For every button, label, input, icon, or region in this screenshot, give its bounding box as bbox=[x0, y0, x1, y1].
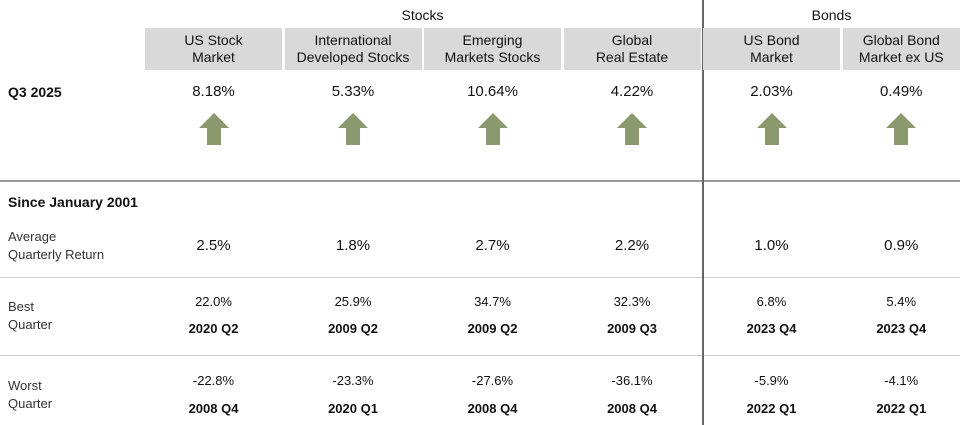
row-label: Quarterly Return bbox=[8, 247, 105, 262]
arrow-shape bbox=[198, 113, 229, 145]
column-header-line: US Bond bbox=[743, 32, 800, 48]
q3-value: 0.49% bbox=[879, 83, 923, 100]
column-header: International Developed Stocks bbox=[284, 28, 422, 70]
group-header: Stocks bbox=[401, 7, 444, 23]
up-arrow bbox=[756, 113, 787, 145]
group-header: Bonds bbox=[811, 7, 852, 23]
worst-period: 2008 Q4 bbox=[188, 401, 239, 416]
q3-value: 4.22% bbox=[610, 83, 654, 100]
q3-value: 10.64% bbox=[467, 83, 518, 100]
worst-value: -5.9% bbox=[754, 373, 789, 388]
worst-period: 2008 Q4 bbox=[607, 401, 657, 416]
group-divider bbox=[702, 0, 704, 425]
section-label: Since January 2001 bbox=[8, 194, 138, 210]
row-divider bbox=[0, 277, 960, 278]
best-period: 2023 Q4 bbox=[876, 321, 927, 336]
best-value: 6.8% bbox=[756, 294, 787, 309]
row-label: Q3 2025 bbox=[8, 84, 62, 100]
average-value: 2.7% bbox=[475, 237, 510, 254]
column-header: Emerging Markets Stocks bbox=[424, 28, 561, 70]
q3-value: 8.18% bbox=[192, 83, 235, 100]
column-header-line: Market ex US bbox=[858, 49, 944, 65]
arrow-shape bbox=[756, 113, 787, 145]
section-divider bbox=[0, 180, 960, 182]
column-header-line: Global Bond bbox=[862, 32, 940, 48]
row-label: Quarter bbox=[8, 396, 53, 411]
best-period: 2020 Q2 bbox=[188, 321, 239, 336]
column-header: US Stock Market bbox=[145, 28, 282, 70]
best-period: 2023 Q4 bbox=[746, 321, 797, 336]
row-label: Quarter bbox=[8, 317, 53, 332]
row-label: Average bbox=[8, 229, 57, 244]
average-value: 2.5% bbox=[196, 237, 231, 254]
column-header-line: Market bbox=[192, 49, 235, 65]
best-value: 32.3% bbox=[613, 294, 651, 309]
best-period: 2009 Q3 bbox=[607, 321, 657, 336]
row-divider bbox=[0, 355, 960, 356]
average-value: 2.2% bbox=[614, 237, 650, 254]
arrow-shape bbox=[477, 113, 508, 145]
column-header-line: Real Estate bbox=[595, 49, 669, 65]
up-arrow bbox=[886, 113, 917, 145]
best-period: 2009 Q2 bbox=[328, 321, 378, 336]
column-header-line: Global bbox=[611, 32, 653, 48]
up-arrow bbox=[198, 113, 229, 145]
best-value: 25.9% bbox=[334, 294, 372, 309]
column-header-line: Markets Stocks bbox=[444, 49, 541, 65]
worst-period: 2022 Q1 bbox=[746, 401, 797, 416]
q3-value: 2.03% bbox=[750, 83, 793, 100]
up-arrow bbox=[477, 113, 508, 145]
row-label: Worst bbox=[8, 378, 42, 393]
arrow-shape bbox=[338, 113, 368, 145]
worst-value: -23.3% bbox=[332, 373, 374, 388]
worst-period: 2008 Q4 bbox=[467, 401, 518, 416]
average-value: 0.9% bbox=[884, 237, 919, 254]
worst-value: -22.8% bbox=[192, 373, 235, 388]
worst-period: 2020 Q1 bbox=[328, 401, 378, 416]
q3-value: 5.33% bbox=[331, 83, 375, 100]
worst-value: -27.6% bbox=[471, 373, 514, 388]
column-header-line: Market bbox=[750, 49, 793, 65]
arrow-shape bbox=[886, 113, 917, 145]
best-period: 2009 Q2 bbox=[467, 321, 518, 336]
worst-value: -36.1% bbox=[611, 373, 653, 388]
column-header-line: US Stock bbox=[184, 32, 243, 48]
up-arrow bbox=[338, 113, 368, 145]
column-header: Global Real Estate bbox=[563, 28, 701, 70]
best-value: 5.4% bbox=[886, 294, 917, 309]
average-value: 1.0% bbox=[754, 237, 789, 254]
average-value: 1.8% bbox=[335, 237, 371, 254]
best-value: 22.0% bbox=[195, 294, 232, 309]
best-value: 34.7% bbox=[474, 294, 511, 309]
column-header-line: International bbox=[314, 32, 392, 48]
column-header-line: Emerging bbox=[462, 32, 523, 48]
column-header-line: Developed Stocks bbox=[296, 49, 410, 65]
row-label: Best bbox=[8, 299, 35, 314]
worst-period: 2022 Q1 bbox=[876, 401, 927, 416]
column-header: US Bond Market bbox=[703, 28, 840, 70]
up-arrow bbox=[617, 113, 647, 145]
worst-value: -4.1% bbox=[884, 373, 919, 388]
column-header: Global Bond Market ex US bbox=[842, 28, 960, 70]
arrow-shape bbox=[617, 113, 647, 145]
